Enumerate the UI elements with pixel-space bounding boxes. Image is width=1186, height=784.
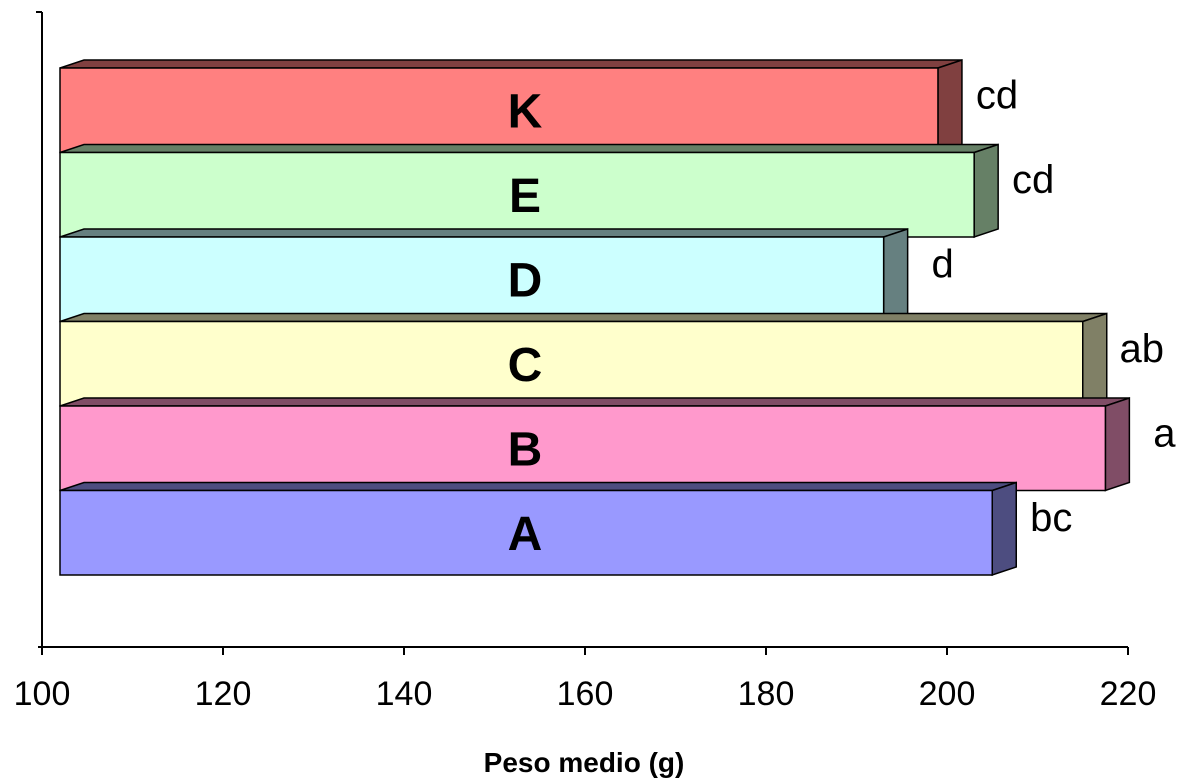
bar-c	[59, 320, 1084, 407]
bar-side-face	[937, 58, 963, 154]
bar-side-face	[1104, 396, 1131, 492]
bar-group-e	[59, 143, 999, 239]
x-tick-label: 200	[919, 675, 976, 713]
x-tick-label: 140	[376, 675, 433, 713]
bar-category-label: K	[508, 85, 543, 138]
bar-category-label: D	[508, 254, 543, 307]
x-axis-title: Peso medio (g)	[484, 747, 685, 778]
bar-e	[59, 151, 975, 238]
significance-label: cd	[976, 73, 1018, 117]
bar-side-face	[1082, 312, 1108, 408]
bar-top-face	[59, 397, 1130, 407]
bar-side-face	[973, 143, 999, 239]
significance-label: cd	[1012, 158, 1054, 202]
x-tick-label: 220	[1100, 675, 1157, 713]
significance-label: ab	[1120, 327, 1165, 371]
x-tick-label: 120	[195, 675, 252, 713]
bar-category-label: C	[508, 339, 543, 392]
bar-top-face	[59, 228, 908, 238]
significance-label: d	[932, 242, 954, 286]
bar-group-d	[59, 227, 909, 323]
x-tick-label: 160	[557, 675, 614, 713]
bar-b	[59, 405, 1107, 492]
bar-a	[59, 489, 993, 576]
bar-group-k	[59, 58, 963, 154]
x-tick-label: 100	[14, 675, 71, 713]
significance-label: a	[1153, 411, 1176, 455]
bar-side-face	[991, 481, 1017, 577]
significance-label: bc	[1030, 496, 1072, 540]
bar-top-face	[59, 59, 963, 69]
x-ticks-layer: 100 120 140 160 180 200 220	[14, 647, 1157, 713]
bar-top-face	[59, 312, 1107, 323]
bar-top-face	[59, 143, 999, 154]
bar-top-face	[59, 481, 1017, 492]
bar-side-face	[882, 227, 909, 323]
bar-category-label: B	[508, 423, 543, 476]
bar-k	[59, 67, 939, 154]
bar-group-c	[59, 312, 1108, 408]
bar-category-label: E	[509, 170, 541, 223]
bar-group-a	[59, 481, 1017, 577]
bars-layer	[59, 58, 1131, 577]
x-tick-label: 180	[738, 675, 795, 713]
bar-group-b	[59, 396, 1131, 492]
bar-category-label: A	[508, 508, 543, 561]
bar-d	[59, 236, 885, 323]
